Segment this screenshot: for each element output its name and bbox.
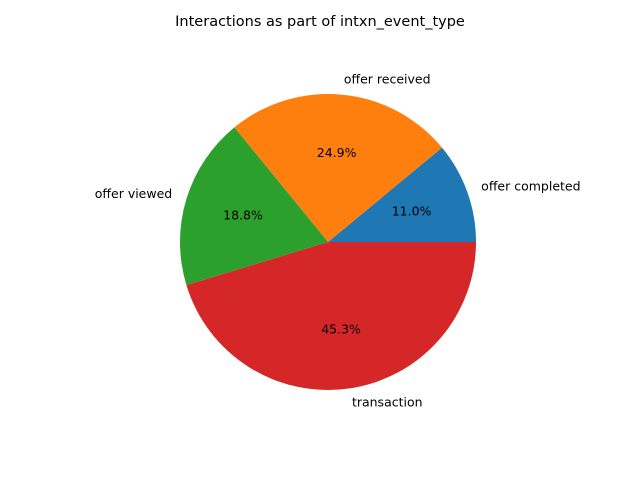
- pie-labels: offer completed 11.0% offer received 24.9% o…: [95, 71, 581, 409]
- slice-percent-offer-viewed: 18.8%: [223, 208, 263, 223]
- chart-title: Interactions as part of intxn_event_type: [175, 14, 465, 30]
- pie-slice-offer-viewed: [180, 127, 328, 286]
- slice-label-transaction: transaction: [352, 395, 423, 410]
- pie-slices: [180, 94, 476, 391]
- pie-slice-offer-completed: [328, 147, 476, 242]
- slice-percent-offer-completed: 11.0%: [392, 203, 432, 218]
- slice-percent-offer-received: 24.9%: [317, 145, 357, 160]
- slice-percent-transaction: 45.3%: [321, 321, 361, 336]
- slice-label-offer-viewed: offer viewed: [95, 186, 172, 201]
- pie-slice-transaction: [186, 242, 476, 391]
- slice-label-offer-received: offer received: [344, 71, 431, 86]
- slice-label-offer-completed: offer completed: [481, 178, 580, 193]
- pie-slice-offer-received: [234, 94, 443, 243]
